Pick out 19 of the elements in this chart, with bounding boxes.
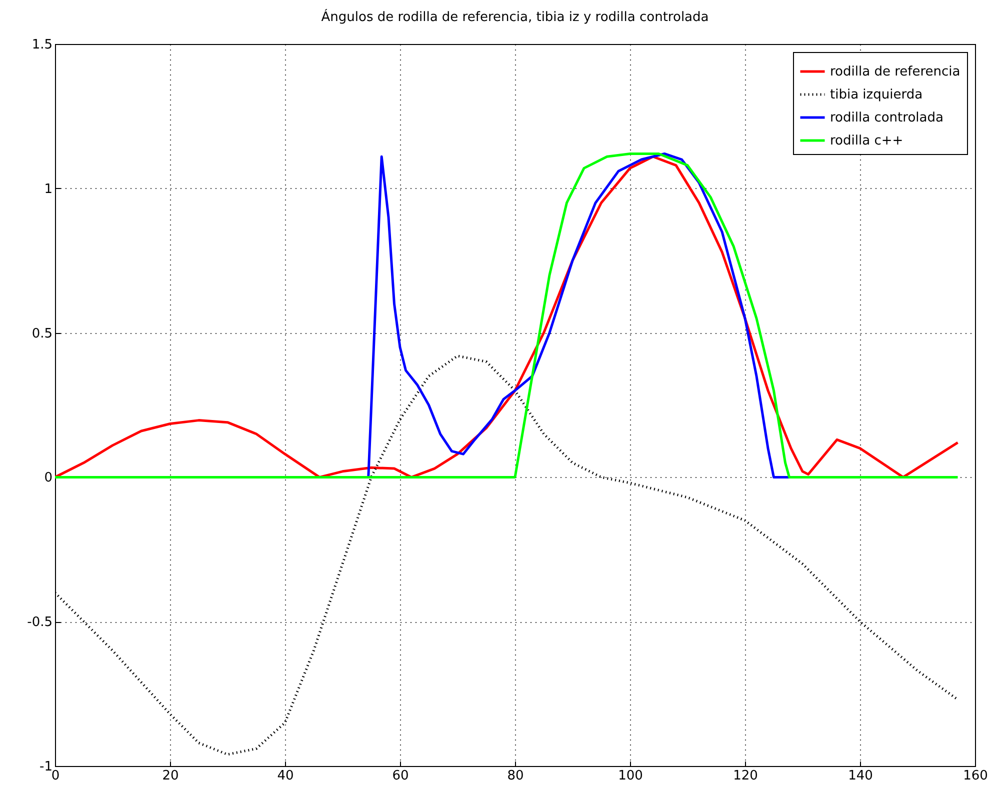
legend-label: rodilla c++ — [830, 134, 904, 148]
y-tick-label: 0.5 — [32, 326, 52, 342]
y-tick-label: -0.5 — [27, 615, 52, 630]
y-tick-label: 1 — [44, 182, 52, 197]
legend-label: rodilla de referencia — [830, 64, 960, 80]
x-tick-label: 120 — [733, 768, 758, 784]
x-tick-label: 100 — [618, 768, 643, 784]
x-tick-label: 60 — [392, 768, 409, 784]
x-tick-label: 40 — [277, 768, 294, 784]
legend-label: tibia izquierda — [830, 88, 923, 102]
y-tick-label: 1.5 — [32, 38, 52, 52]
x-tick-label: 140 — [848, 768, 873, 784]
x-tick-label: 20 — [162, 768, 179, 784]
y-tick-label: 0 — [44, 470, 52, 486]
legend-label: rodilla controlada — [830, 110, 944, 126]
x-tick-label: 80 — [507, 768, 524, 784]
y-tick-label: -1 — [40, 760, 52, 774]
chart-title: Ángulos de rodilla de referencia, tibia iz y rodilla controlada — [321, 8, 709, 25]
x-tick-label: 160 — [963, 768, 988, 784]
